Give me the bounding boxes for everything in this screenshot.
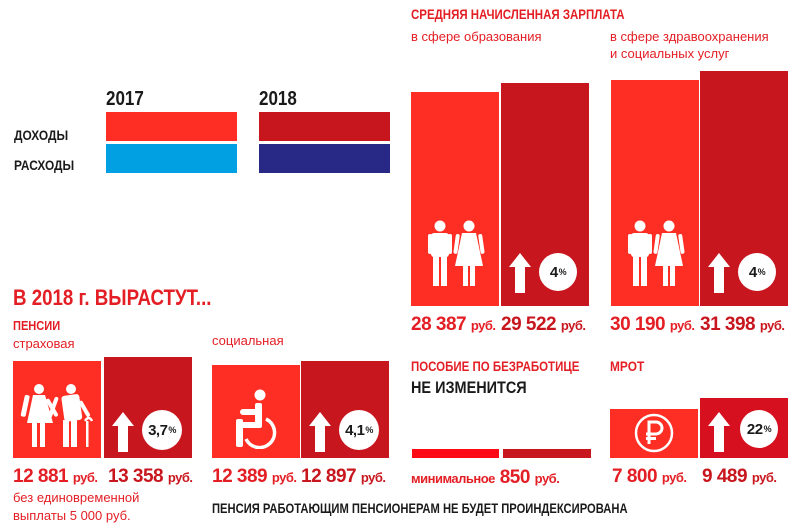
mrot-2018-bar: 22% bbox=[700, 398, 788, 458]
health-2018-bar: 4% bbox=[700, 71, 788, 306]
education-2018-bar: 4% bbox=[501, 83, 589, 306]
arrow-up-icon bbox=[309, 412, 331, 452]
percent-sign: % bbox=[558, 267, 567, 277]
education-2017-value: 28 387 руб. bbox=[411, 314, 496, 335]
social-growth-badge: 4,1% bbox=[339, 410, 379, 450]
expense-2017-swatch bbox=[106, 144, 237, 173]
salary-title: СРЕДНЯЯ НАЧИСЛЕННАЯ ЗАРПЛАТА bbox=[411, 6, 625, 22]
man-woman-icon bbox=[628, 220, 685, 286]
social-2017-value: 12 389 руб. bbox=[212, 466, 297, 487]
social-2018-bar: 4,1% bbox=[301, 361, 389, 458]
elderly-couple-icon bbox=[20, 384, 94, 447]
health-growth-badge: 4% bbox=[738, 253, 776, 291]
social-2017-bar bbox=[212, 365, 300, 458]
health-growth-value: 4 bbox=[748, 263, 757, 281]
income-2018-swatch bbox=[259, 112, 390, 141]
mrot-2017-value: 7 800 руб. bbox=[612, 466, 687, 487]
insurance-growth-badge: 3,7% bbox=[142, 410, 182, 450]
percent-sign: % bbox=[763, 424, 772, 434]
legend-year-2018: 2018 bbox=[259, 88, 297, 110]
arrow-up-icon bbox=[708, 412, 730, 452]
arrow-up-icon bbox=[112, 412, 134, 452]
ruble-icon bbox=[634, 413, 674, 453]
insurance-note-line2: выплаты 5 000 руб. bbox=[13, 508, 131, 523]
insurance-2017-value: 12 881 руб. bbox=[13, 466, 98, 487]
social-growth-value: 4,1 bbox=[345, 421, 365, 439]
unemployment-2018-bar bbox=[503, 449, 591, 458]
education-growth-badge: 4% bbox=[539, 253, 577, 291]
salary-health-label-line1: в сфере здравоохранения bbox=[610, 29, 769, 44]
health-2017-bar bbox=[611, 80, 699, 306]
insurance-note-line1: без единовременной bbox=[13, 490, 140, 505]
unemployment-subtitle: НЕ ИЗМЕНИТСЯ bbox=[411, 378, 527, 397]
percent-sign: % bbox=[757, 267, 766, 277]
education-growth-value: 4 bbox=[549, 263, 558, 281]
salary-health-label-line2: и социальных услуг bbox=[610, 46, 730, 61]
mrot-growth-badge: 22% bbox=[740, 410, 778, 448]
legend-expense-label: РАСХОДЫ bbox=[14, 157, 75, 173]
insurance-2017-bar bbox=[13, 361, 101, 458]
unemployment-title: ПОСОБИЕ ПО БЕЗРАБОТИЦЕ bbox=[411, 358, 580, 374]
education-2018-value: 29 522 руб. bbox=[501, 314, 586, 335]
arrow-up-icon bbox=[708, 253, 730, 293]
social-2018-value: 12 897 руб. bbox=[301, 466, 386, 487]
legend-income-label: ДОХОДЫ bbox=[14, 127, 69, 143]
unemployment-2017-bar bbox=[412, 449, 499, 458]
arrow-up-icon bbox=[509, 253, 531, 293]
mrot-title: МРОТ bbox=[610, 358, 645, 374]
health-2017-value: 30 190 руб. bbox=[610, 314, 695, 335]
unemployment-value: минимальное 850 руб. bbox=[411, 467, 560, 488]
growth-section-title: В 2018 г. ВЫРАСТУТ... bbox=[13, 285, 212, 310]
mrot-growth-value: 22 bbox=[746, 420, 763, 438]
insurance-growth-value: 3,7 bbox=[148, 421, 168, 439]
income-2017-swatch bbox=[106, 112, 237, 141]
mrot-2018-value: 9 489 руб. bbox=[702, 466, 777, 487]
mrot-2017-bar bbox=[610, 409, 698, 458]
wheelchair-icon bbox=[236, 389, 277, 449]
education-2017-bar bbox=[411, 92, 499, 306]
salary-education-label: в сфере образования bbox=[411, 29, 542, 44]
expense-2018-swatch bbox=[259, 144, 390, 173]
man-woman-icon bbox=[428, 220, 485, 286]
insurance-2018-bar: 3,7% bbox=[104, 357, 192, 458]
legend-year-2017: 2017 bbox=[106, 88, 144, 110]
footer-note: ПЕНСИЯ РАБОТАЮЩИМ ПЕНСИОНЕРАМ НЕ БУДЕТ П… bbox=[212, 500, 628, 516]
pensions-title: ПЕНСИИ bbox=[13, 318, 61, 333]
percent-sign: % bbox=[168, 425, 176, 435]
percent-sign: % bbox=[365, 425, 373, 435]
pension-social-label: социальная bbox=[212, 333, 284, 348]
health-2018-value: 31 398 руб. bbox=[700, 314, 785, 335]
insurance-2018-value: 13 358 руб. bbox=[108, 466, 193, 487]
pension-insurance-label: страховая bbox=[13, 336, 75, 351]
